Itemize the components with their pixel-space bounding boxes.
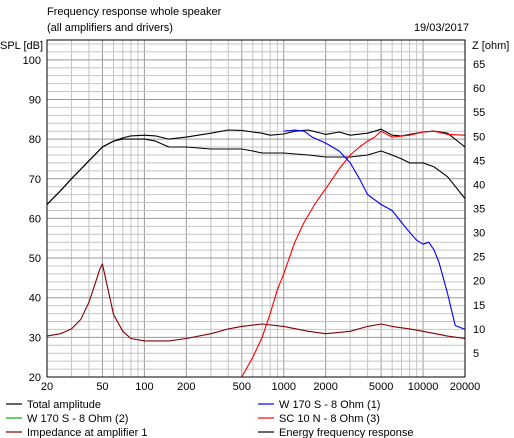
y2-tick-label: 30 xyxy=(473,228,485,240)
legend-item-total-amplitude: Total amplitude xyxy=(6,399,101,411)
y2-tick-label: 40 xyxy=(473,179,485,191)
y-tick-label: 50 xyxy=(29,253,41,265)
y2-tick-label: 35 xyxy=(473,204,485,216)
series-line-w-170-s-8-ohm-1 xyxy=(283,129,466,330)
plot-frame xyxy=(46,39,466,378)
y2-tick-label: 5 xyxy=(473,348,479,360)
legend-label: Impedance at amplifier 1 xyxy=(27,427,147,438)
legend-label: W 170 S - 8 Ohm (2) xyxy=(27,413,128,425)
series-line-total-amplitude xyxy=(46,128,466,205)
legend-label: Energy frequency response xyxy=(279,427,414,438)
chart-title: Frequency response whole speaker xyxy=(47,6,222,18)
grid xyxy=(46,40,466,377)
x-tick-label: 20 xyxy=(41,381,53,393)
y-tick-label: 40 xyxy=(29,293,41,305)
tick-labels: 20 50 100 200 500 1000 2000 5000 10000 20000 20 30 4… xyxy=(23,55,486,393)
y2-tick-label: 10 xyxy=(473,324,485,336)
legend-item-w170s-2: W 170 S - 8 Ohm (2) xyxy=(6,413,128,425)
y-tick-label: 30 xyxy=(29,332,41,344)
y2-tick-label: 50 xyxy=(473,131,485,143)
y2-tick-label: 15 xyxy=(473,300,485,312)
y2-tick-label: 45 xyxy=(473,155,485,167)
y2-tick-label: 20 xyxy=(473,276,485,288)
y-axis-label: SPL [dB] xyxy=(0,40,43,52)
legend-item-impedance: Impedance at amplifier 1 xyxy=(6,427,147,438)
x-tick-label: 200 xyxy=(177,381,195,393)
x-tick-label: 100 xyxy=(135,381,153,393)
x-tick-label: 5000 xyxy=(369,381,393,393)
y-tick-label: 100 xyxy=(23,55,41,67)
y2-axis-label: Z [ohm] xyxy=(472,40,509,52)
legend: Total amplitude W 170 S - 8 Ohm (1) W 17… xyxy=(6,399,414,438)
y-tick-label: 70 xyxy=(29,174,41,186)
legend-item-w170s-1: W 170 S - 8 Ohm (1) xyxy=(258,399,380,411)
y-tick-label: 80 xyxy=(29,134,41,146)
y2-tick-label: 25 xyxy=(473,252,485,264)
x-tick-label: 50 xyxy=(96,381,108,393)
x-tick-label: 20000 xyxy=(450,381,481,393)
series-line-sc-10-n-8-ohm-3 xyxy=(241,130,466,378)
chart-subtitle: (all amplifiers and drivers) xyxy=(47,22,173,34)
y2-tick-label: 60 xyxy=(473,83,485,95)
legend-label: W 170 S - 8 Ohm (1) xyxy=(279,399,380,411)
x-tick-label: 1000 xyxy=(271,381,295,393)
y-tick-label: 20 xyxy=(29,372,41,384)
legend-label: Total amplitude xyxy=(27,399,101,411)
y-tick-label: 90 xyxy=(29,94,41,106)
x-tick-label: 500 xyxy=(233,381,251,393)
y2-tick-label: 55 xyxy=(473,107,485,119)
y2-tick-label: 65 xyxy=(473,59,485,71)
y-tick-label: 60 xyxy=(29,213,41,225)
series-line-impedance-at-amplifier-1 xyxy=(46,263,466,342)
legend-label: SC 10 N - 8 Ohm (3) xyxy=(279,413,380,425)
x-tick-label: 2000 xyxy=(313,381,337,393)
chart-date: 19/03/2017 xyxy=(414,22,469,34)
x-tick-label: 10000 xyxy=(408,381,439,393)
legend-item-sc10n-3: SC 10 N - 8 Ohm (3) xyxy=(258,413,380,425)
legend-item-energy-response: Energy frequency response xyxy=(258,427,414,438)
